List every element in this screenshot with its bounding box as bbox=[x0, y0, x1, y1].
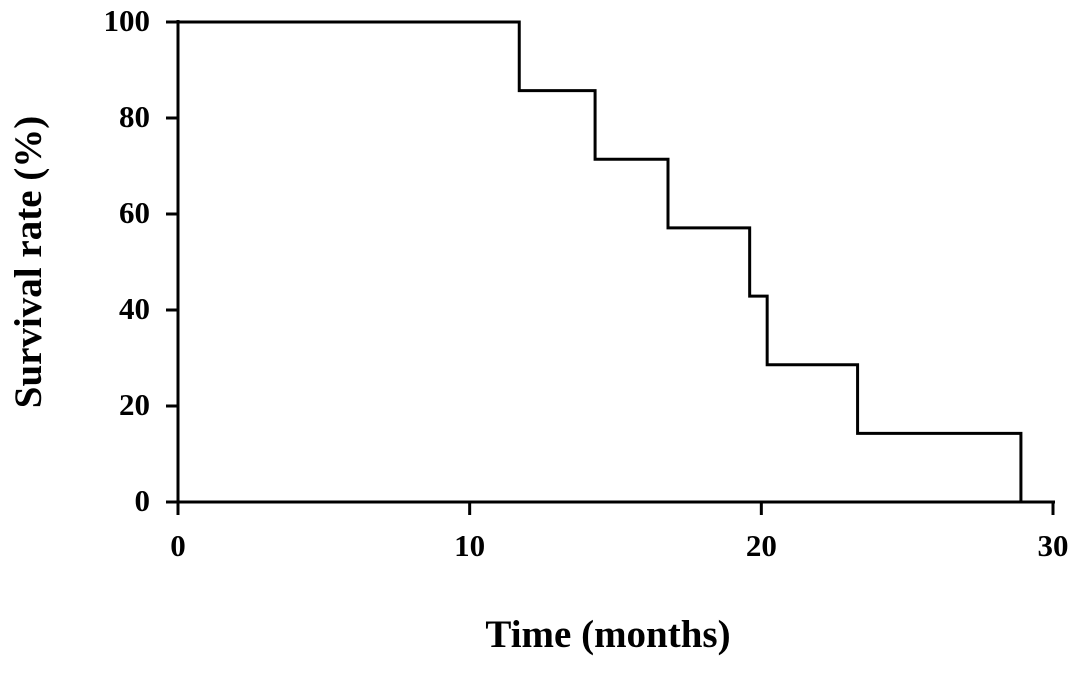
x-tick-label: 0 bbox=[170, 528, 186, 563]
x-axis-title: Time (months) bbox=[485, 613, 730, 656]
survival-curve bbox=[178, 20, 1023, 502]
y-tick-label: 100 bbox=[104, 3, 151, 38]
y-tick-label: 60 bbox=[119, 195, 150, 230]
y-axis-title: Survival rate (%) bbox=[7, 116, 50, 408]
x-tick-label: 20 bbox=[746, 528, 777, 563]
x-tick-label: 30 bbox=[1038, 528, 1069, 563]
x-tick-label: 10 bbox=[454, 528, 485, 563]
y-tick-label: 80 bbox=[119, 99, 150, 134]
y-tick-label: 0 bbox=[135, 483, 151, 518]
y-tick-label: 20 bbox=[119, 387, 150, 422]
y-tick-label: 40 bbox=[119, 291, 150, 326]
